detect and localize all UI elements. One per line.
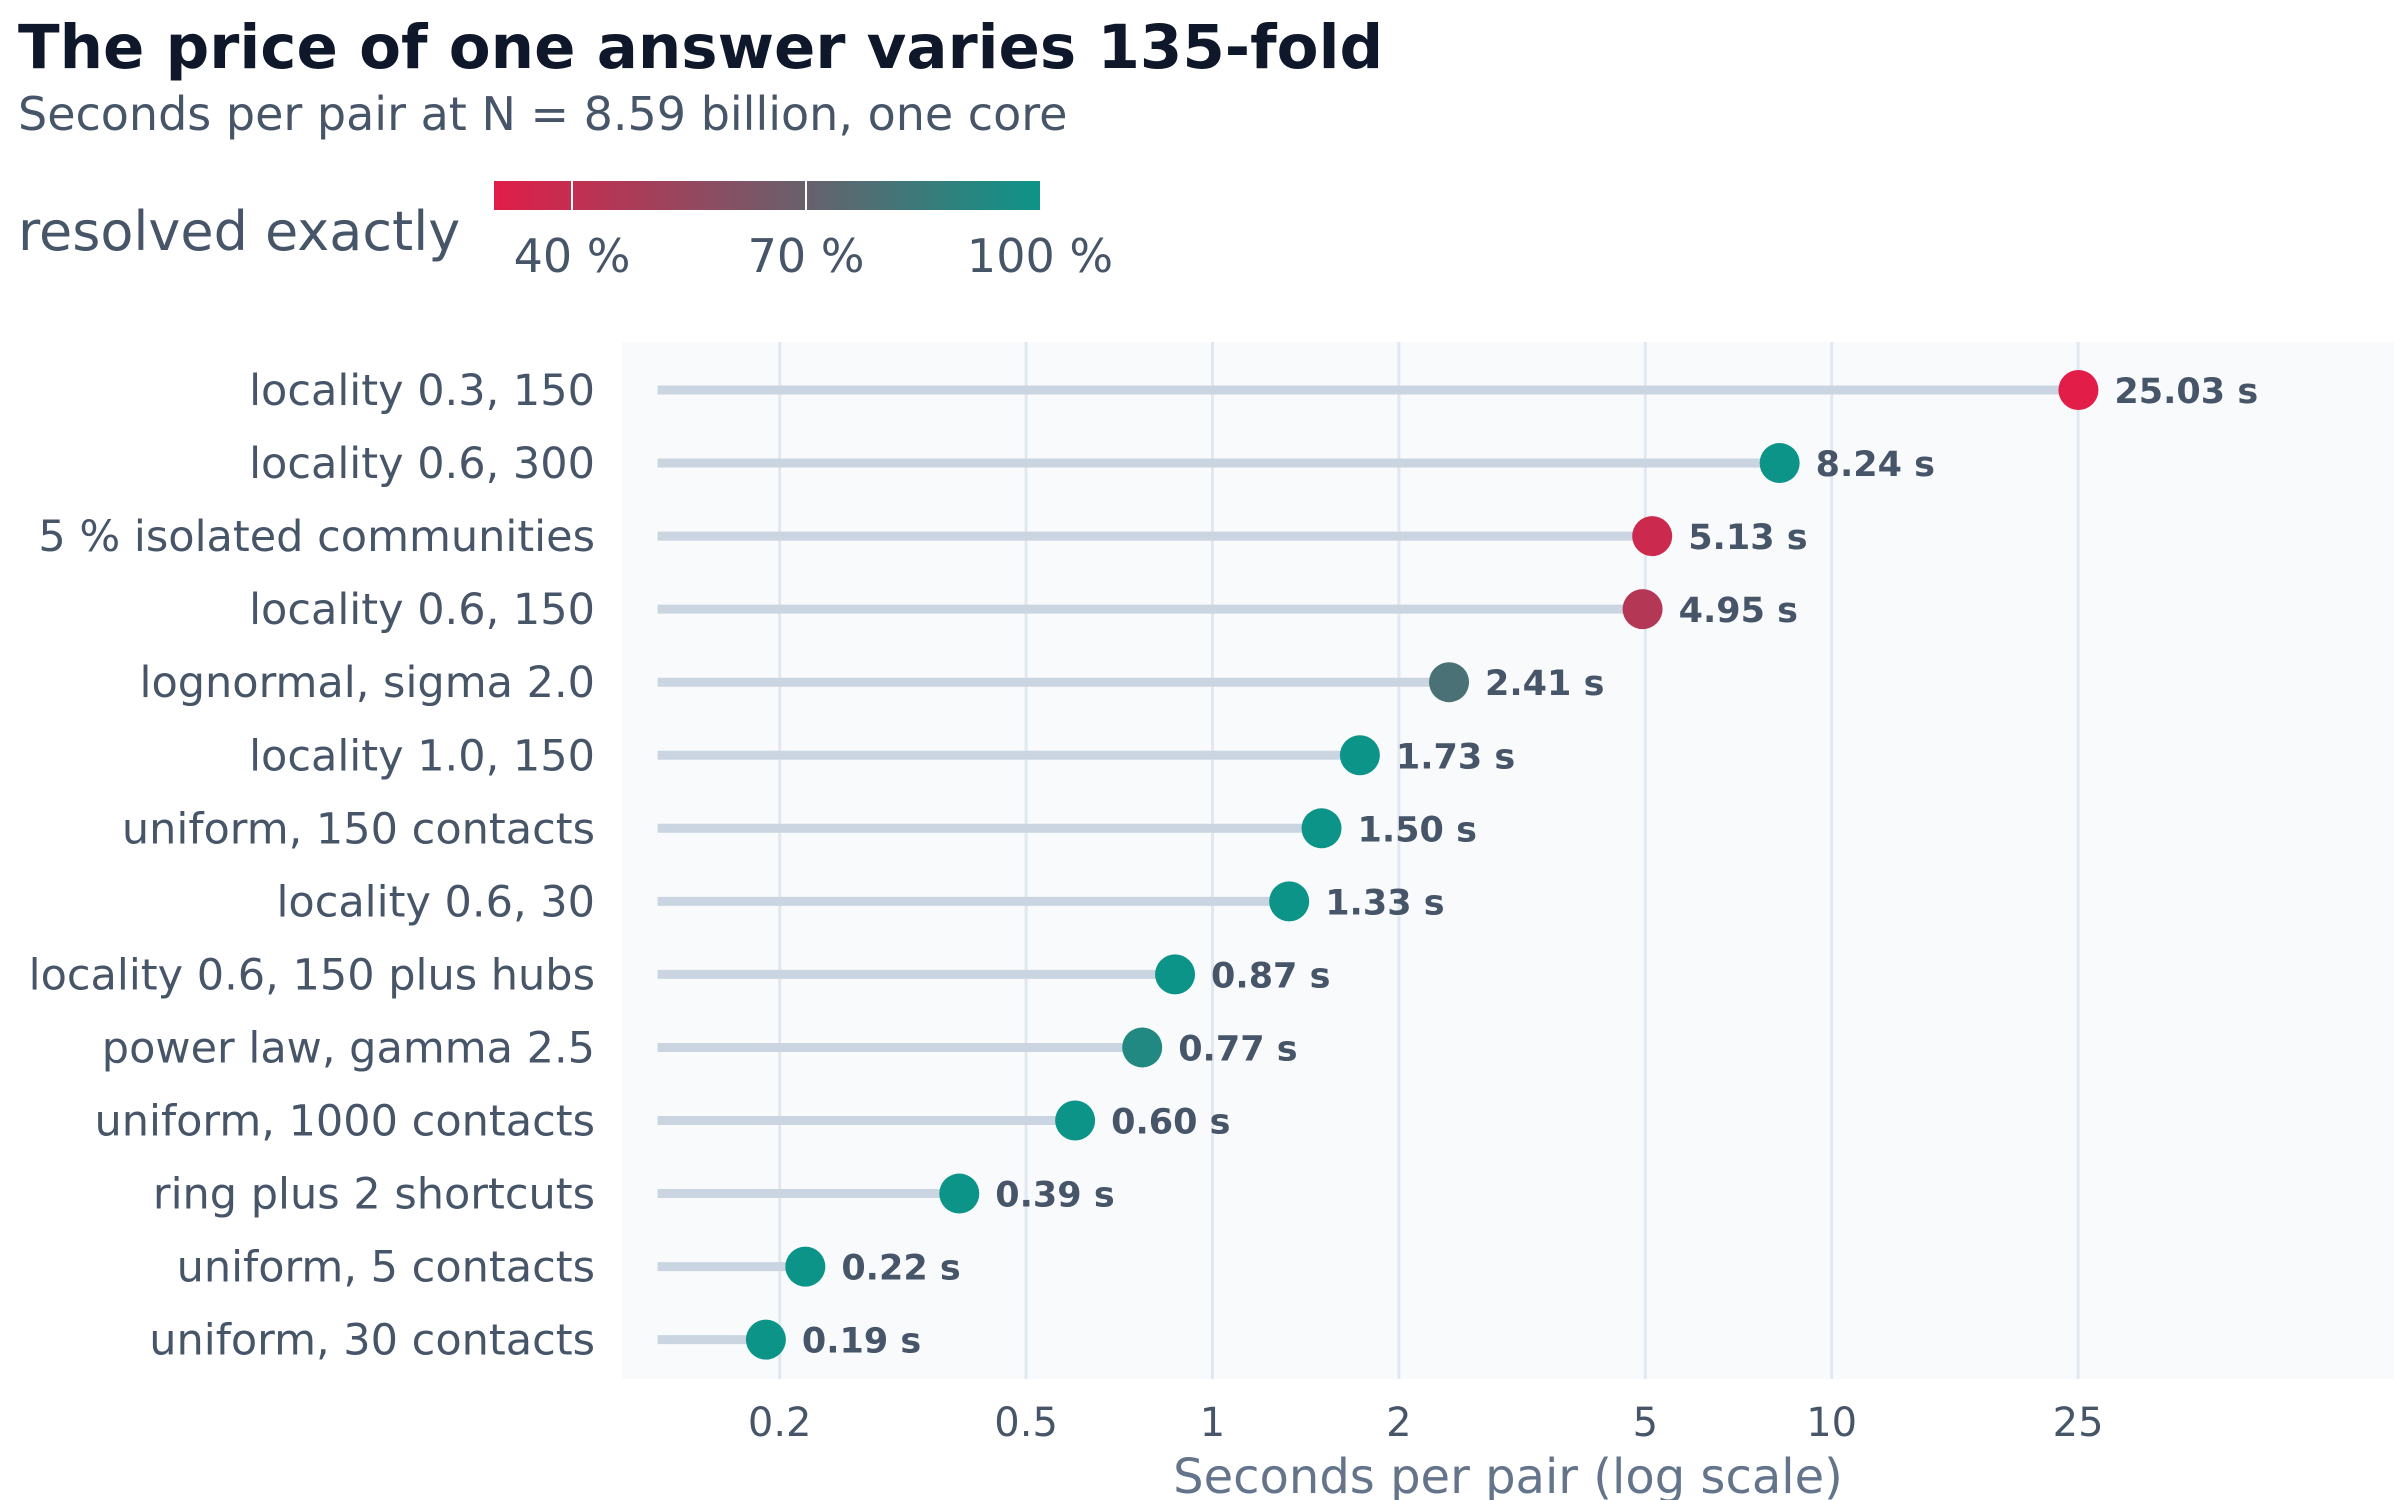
color-legend: resolved exactly 40 % 70 % 100 %	[18, 181, 1113, 283]
lollipop-row: 0.77 s power law, gamma 2.5	[102, 1023, 1298, 1073]
lollipop-row: 8.24 s locality 0.6, 300	[249, 439, 1935, 489]
x-axis-label: Seconds per pair (log scale)	[1173, 1449, 1843, 1500]
lollipop-row: 1.73 s locality 1.0, 150	[249, 731, 1515, 781]
category-label: ring plus 2 shortcuts	[153, 1170, 595, 1220]
gridlines	[778, 342, 2080, 1379]
value-label: 0.60 s	[1111, 1103, 1230, 1143]
lollipop-dot	[745, 1319, 786, 1360]
lollipop-dot	[1429, 662, 1470, 703]
lollipop-dot	[1759, 443, 1800, 484]
lollipop-row: 0.39 s ring plus 2 shortcuts	[153, 1170, 1115, 1220]
category-label: uniform, 5 contacts	[177, 1243, 595, 1293]
lollipop-dot	[785, 1246, 826, 1287]
x-tick-label: 2	[1386, 1400, 1411, 1446]
x-axis: 0.2 0.5 1 2 5 10 25	[748, 1400, 2104, 1446]
x-tick-label: 5	[1633, 1400, 1658, 1446]
lollipop-row: 5.13 s 5 % isolated communities	[38, 512, 1807, 562]
value-label: 0.39 s	[995, 1176, 1114, 1216]
category-label: lognormal, sigma 2.0	[140, 658, 596, 708]
category-label: uniform, 30 contacts	[149, 1316, 595, 1366]
category-label: locality 0.6, 150	[249, 585, 595, 635]
category-label: locality 0.3, 150	[249, 366, 595, 416]
lollipop-row: 0.60 s uniform, 1000 contacts	[95, 1097, 1231, 1147]
legend-tick-label: 70 %	[748, 229, 865, 283]
value-label: 0.77 s	[1178, 1029, 1297, 1069]
lollipop-dot	[1122, 1027, 1163, 1068]
lollipop-row: 0.22 s uniform, 5 contacts	[177, 1243, 961, 1293]
lollipop-dot	[1339, 735, 1380, 776]
value-label: 0.22 s	[841, 1249, 960, 1289]
lollipop-dot	[1622, 589, 1663, 630]
category-label: uniform, 150 contacts	[122, 804, 595, 854]
legend-tick-label: 100 %	[967, 229, 1113, 283]
category-label: locality 0.6, 150 plus hubs	[29, 950, 595, 1000]
category-label: locality 0.6, 300	[249, 439, 595, 489]
value-label: 0.87 s	[1211, 956, 1330, 996]
x-tick-label: 25	[2053, 1400, 2104, 1446]
value-label: 1.50 s	[1358, 810, 1477, 850]
value-label: 1.73 s	[1396, 737, 1515, 777]
category-label: uniform, 1000 contacts	[95, 1097, 595, 1147]
value-label: 4.95 s	[1679, 591, 1798, 631]
x-tick-label: 1	[1200, 1400, 1225, 1446]
lollipop-dot	[1301, 808, 1342, 849]
category-label: power law, gamma 2.5	[102, 1023, 595, 1073]
x-tick-label: 10	[1806, 1400, 1857, 1446]
plot-panel	[622, 342, 2394, 1379]
lollipop-row: 2.41 s lognormal, sigma 2.0	[140, 658, 1605, 708]
data-rows: 25.03 s locality 0.3, 150 8.24 s locality 0…	[29, 366, 2259, 1366]
lollipop-dot	[1269, 881, 1310, 922]
category-label: locality 1.0, 150	[249, 731, 595, 781]
lollipop-row: 0.19 s uniform, 30 contacts	[149, 1316, 921, 1366]
value-label: 8.24 s	[1816, 445, 1935, 485]
legend-tick-label: 40 %	[514, 229, 631, 283]
lollipop-dot	[1055, 1100, 1096, 1141]
lollipop-dot	[1632, 516, 1673, 557]
chart-subtitle: Seconds per pair at N = 8.59 billion, on…	[18, 87, 1067, 141]
lollipop-dot	[1155, 954, 1196, 995]
legend-colorbar	[494, 181, 1040, 210]
value-label: 2.41 s	[1485, 664, 1604, 704]
lollipop-dot	[939, 1173, 980, 1214]
lollipop-row: 0.87 s locality 0.6, 150 plus hubs	[29, 950, 1331, 1000]
lollipop-row: 1.50 s uniform, 150 contacts	[122, 804, 1477, 854]
x-tick-label: 0.2	[748, 1400, 812, 1446]
value-label: 1.33 s	[1325, 883, 1444, 923]
lollipop-row: 4.95 s locality 0.6, 150	[249, 585, 1798, 635]
value-label: 5.13 s	[1688, 518, 1807, 558]
category-label: locality 0.6, 30	[276, 877, 595, 927]
x-tick-label: 0.5	[994, 1400, 1058, 1446]
value-label: 0.19 s	[802, 1322, 921, 1362]
legend-title: resolved exactly	[18, 200, 460, 263]
lollipop-dot	[2058, 370, 2099, 410]
lollipop-row: 1.33 s locality 0.6, 30	[276, 877, 1444, 927]
chart-title: The price of one answer varies 135-fold	[18, 12, 1383, 83]
value-label: 25.03 s	[2114, 372, 2258, 412]
category-label: 5 % isolated communities	[38, 512, 595, 562]
lollipop-row: 25.03 s locality 0.3, 150	[249, 366, 2258, 416]
